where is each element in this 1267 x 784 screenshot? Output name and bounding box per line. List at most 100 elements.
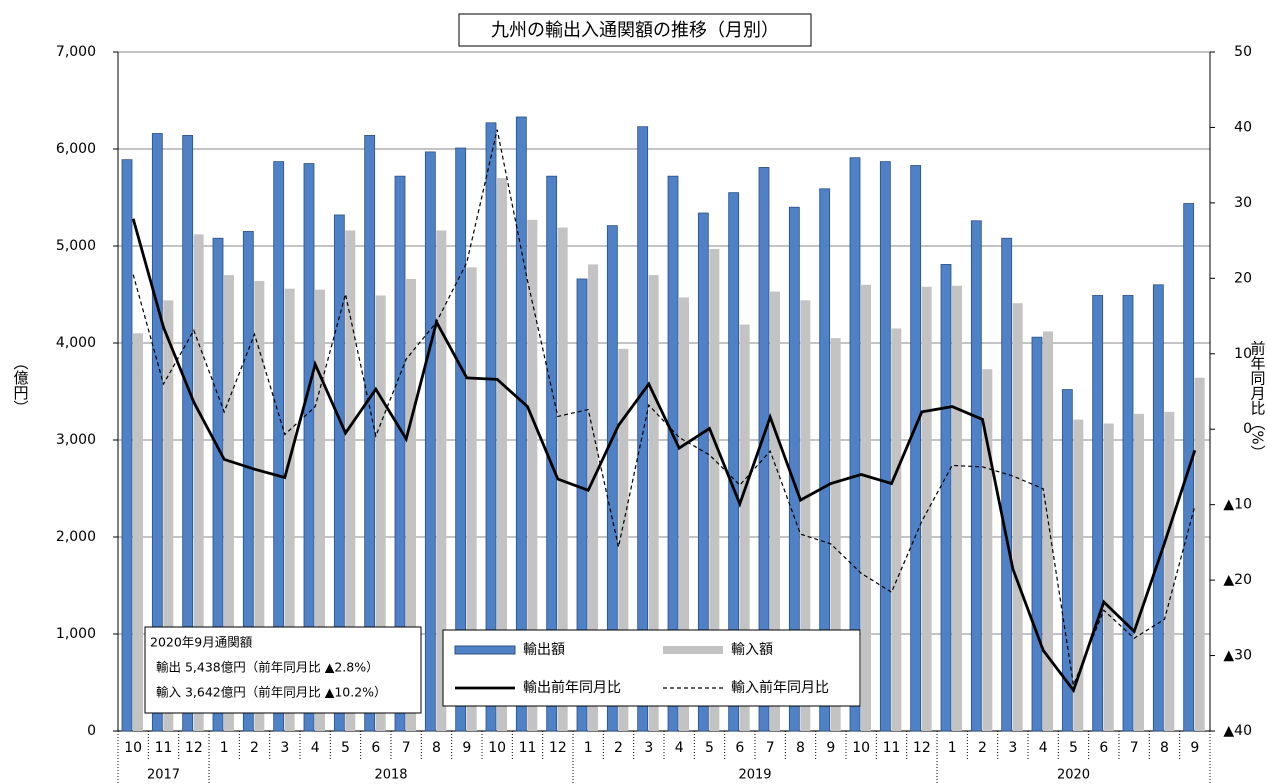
annotation: 2020年9月通関額: [150, 635, 253, 650]
x-tick-label: 6: [371, 740, 380, 756]
x-tick-label: 11: [519, 740, 537, 756]
bar: [466, 267, 477, 731]
x-group-label: 2018: [374, 768, 407, 783]
bar: [1134, 413, 1144, 731]
bar: [284, 288, 295, 731]
bar: [485, 122, 497, 732]
x-tick-label: 3: [280, 740, 289, 756]
y2-tick-label: 20: [1234, 270, 1252, 286]
bar: [637, 126, 649, 732]
title-box: [458, 13, 812, 47]
bar: [1061, 389, 1073, 732]
x-tick-label: 9: [826, 740, 835, 756]
x-tick-label: 12: [913, 740, 931, 756]
x-tick-label: 6: [1099, 740, 1108, 756]
bar: [910, 165, 922, 732]
bar: [1103, 423, 1114, 731]
bar: [739, 324, 750, 731]
bar: [800, 300, 811, 731]
bar: [345, 230, 356, 732]
x-tick-label: 7: [1130, 740, 1139, 756]
bar: [303, 163, 315, 732]
bar: [1043, 331, 1053, 731]
bar: [193, 234, 204, 732]
bar: [424, 151, 436, 732]
y-tick-label: 0: [87, 723, 96, 739]
bar: [667, 175, 679, 732]
bar: [497, 178, 507, 732]
x-group-label: 2019: [738, 768, 771, 783]
bar: [133, 333, 143, 731]
x-tick-label: 7: [402, 740, 411, 756]
bar: [1073, 419, 1084, 731]
bar: [982, 369, 993, 731]
bar: [830, 338, 841, 731]
annotation-box: [144, 626, 422, 714]
bar: [1164, 411, 1175, 731]
bar: [557, 227, 568, 731]
y2-tick-label: ▲10: [1223, 497, 1252, 513]
x-tick-label: 11: [155, 740, 173, 756]
x-tick-label: 10: [488, 740, 506, 756]
x-tick-label: 8: [432, 740, 441, 756]
bar: [618, 348, 629, 731]
y2-axis-label: 前年同月比（%）: [1249, 340, 1267, 459]
bar: [1122, 295, 1134, 732]
bar: [182, 135, 194, 732]
annotation: 輸出 5,438億円（前年同月比 ▲2.8%）: [156, 660, 379, 675]
bar: [1031, 336, 1043, 732]
bar: [952, 285, 962, 731]
bar: [861, 284, 871, 731]
bar: [224, 275, 234, 731]
x-tick-label: 5: [1069, 740, 1078, 756]
bar: [921, 286, 932, 731]
bar: [940, 264, 952, 732]
legend-swatch: [454, 645, 516, 655]
chart-title: 九州の輸出入通関額の推移（月別）: [491, 20, 779, 41]
bar: [891, 328, 902, 731]
line-series: [132, 129, 1196, 688]
bar: [212, 237, 224, 732]
legend-label: 輸出前年同月比: [523, 679, 621, 696]
bar: [709, 248, 720, 731]
bar: [819, 188, 831, 732]
bar: [728, 192, 740, 732]
bar: [970, 220, 982, 732]
bar: [879, 161, 891, 732]
y-tick-label: 2,000: [56, 529, 96, 545]
x-tick-label: 1: [220, 740, 229, 756]
y2-tick-label: ▲40: [1223, 723, 1252, 739]
y-tick-label: 6,000: [56, 141, 96, 157]
bar: [576, 278, 588, 732]
bar: [455, 147, 467, 732]
y2-tick-label: ▲20: [1223, 572, 1252, 588]
bar: [527, 219, 538, 731]
x-tick-label: 8: [796, 740, 805, 756]
bar: [1152, 284, 1164, 732]
x-tick-label: 12: [549, 740, 567, 756]
y2-tick-label: ▲30: [1223, 648, 1252, 664]
y-tick-label: 3,000: [56, 432, 96, 448]
bar: [588, 264, 598, 731]
x-tick-label: 1: [584, 740, 593, 756]
bar: [315, 289, 325, 731]
x-tick-label: 9: [1190, 740, 1199, 756]
x-tick-label: 11: [883, 740, 901, 756]
legend-label: 輸出額: [523, 642, 565, 658]
y2-tick-label: 0: [1243, 421, 1252, 437]
bar: [333, 214, 345, 732]
bar: [254, 280, 265, 731]
bar: [273, 161, 285, 732]
bar: [121, 159, 133, 732]
x-group-label: 2020: [1057, 768, 1090, 783]
x-tick-label: 6: [735, 740, 744, 756]
x-tick-label: 12: [185, 740, 203, 756]
bar: [1012, 303, 1023, 731]
y2-tick-label: 10: [1234, 346, 1252, 362]
x-tick-label: 1: [948, 740, 957, 756]
x-tick-label: 4: [311, 740, 320, 756]
bar: [770, 291, 780, 731]
x-tick-label: 8: [1160, 740, 1169, 756]
x-tick-label: 5: [341, 740, 350, 756]
bar: [679, 297, 689, 731]
